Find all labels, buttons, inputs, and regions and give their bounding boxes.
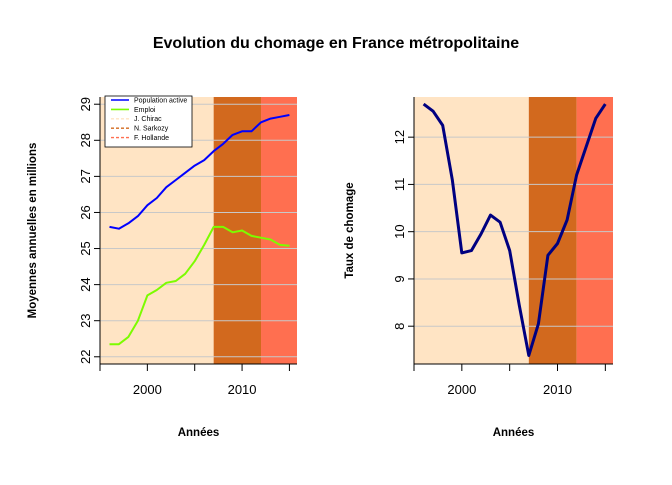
y-tick-label-0: 8 [392,323,407,330]
y-tick-label-4: 12 [392,130,407,144]
period-band-1 [528,97,577,364]
y-tick-label-1: 23 [78,313,93,327]
y-tick-label-5: 27 [78,169,93,183]
y-axis-label: Taux de chomage [344,182,356,278]
chart-title: Evolution du chomage en France métropoli… [153,35,519,52]
x-axis-label: Années [493,427,535,439]
period-band-0 [414,97,529,364]
y-tick-label-4: 26 [78,205,93,219]
right-panel-unemployment-rate: 8 9 10 11 12 2000 2010 Années Taux de chomage [344,97,613,439]
legend: Population active Emploi J. Chirac N. Sarko… [104,95,193,148]
y-tick-label-7: 29 [78,97,93,111]
x-tick-label-0: 2000 [447,382,476,397]
x-tick-label-1: 2010 [543,382,572,397]
x-axis-label: Années [178,427,220,439]
series-line-0 [109,114,290,230]
y-tick-label-6: 28 [78,133,93,147]
y-axis-label: Moyennes annuelles en millions [27,143,39,319]
legend-label-0: Population active [134,97,187,104]
y-tick-label-3: 25 [78,241,93,255]
series-line-0 [422,102,607,357]
legend-label-2: J. Chirac [134,116,162,123]
x-tick-label-1: 2010 [228,382,257,397]
left-panel-employment: 22 23 24 25 26 27 28 29 2000 2010 Années Moyennes a… [27,95,297,439]
series-line-1 [109,225,290,346]
y-tick-label-2: 10 [392,224,407,238]
legend-label-3: N. Sarkozy [134,126,169,133]
y-tick-label-3: 11 [392,178,407,192]
legend-label-1: Emploi [134,107,156,114]
period-band-2 [261,97,297,364]
y-tick-label-2: 24 [78,277,93,291]
y-tick-label-0: 22 [78,350,93,364]
legend-box [104,95,193,148]
legend-label-4: F. Hollande [134,135,169,142]
y-tick-label-1: 9 [392,275,407,282]
x-tick-label-0: 2000 [133,382,162,397]
period-band-2 [576,97,613,364]
